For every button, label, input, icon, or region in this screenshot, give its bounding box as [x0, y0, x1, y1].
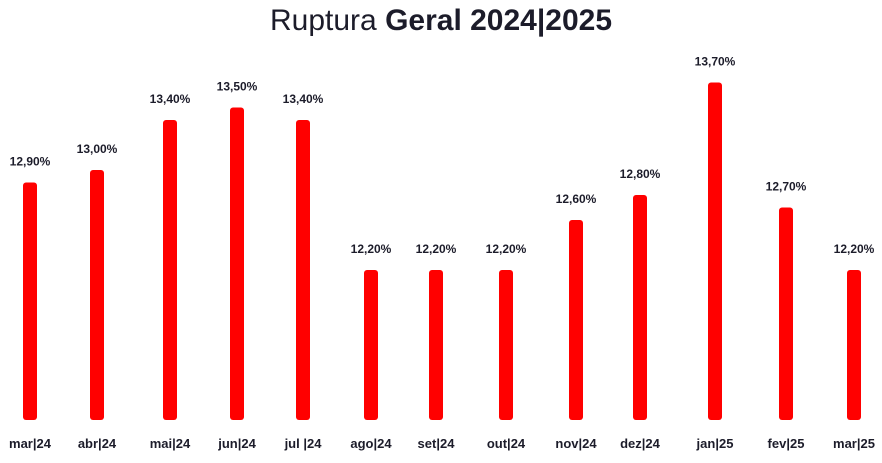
category-label-5: ago|24 [350, 436, 392, 451]
bar-3 [230, 107, 244, 420]
value-label-6: 12,20% [416, 242, 457, 256]
category-label-6: set|24 [418, 436, 456, 451]
category-label-10: jan|25 [696, 436, 734, 451]
category-label-4: jul |24 [284, 436, 323, 451]
bar-0 [23, 182, 37, 420]
value-label-10: 13,70% [695, 55, 736, 69]
value-label-2: 13,40% [150, 92, 191, 106]
bar-4 [296, 120, 310, 420]
category-label-2: mai|24 [150, 436, 191, 451]
bar-2 [163, 120, 177, 420]
value-label-0: 12,90% [10, 155, 51, 169]
bar-7 [499, 270, 513, 420]
category-label-1: abr|24 [78, 436, 117, 451]
chart-title-bold: Geral 2024|2025 [385, 4, 612, 37]
category-labels-group: mar|24 abr|24 mai|24 jun|24 jul |24 ago|24 set… [9, 436, 875, 451]
value-label-7: 12,20% [486, 242, 527, 256]
value-label-12: 12,20% [834, 242, 875, 256]
chart-title-light: Ruptura [270, 4, 385, 37]
bar-6 [429, 270, 443, 420]
value-label-9: 12,80% [620, 167, 661, 181]
value-label-3: 13,50% [217, 80, 258, 94]
category-label-12: mar|25 [833, 436, 875, 451]
value-label-5: 12,20% [351, 242, 392, 256]
value-label-8: 12,60% [556, 192, 597, 206]
category-label-9: dez|24 [620, 436, 661, 451]
category-label-0: mar|24 [9, 436, 52, 451]
bars-group [23, 82, 861, 420]
chart-title: Ruptura Geral 2024|2025 [270, 4, 612, 37]
bar-1 [90, 170, 104, 420]
category-label-11: fev|25 [768, 436, 805, 451]
value-label-1: 13,00% [77, 142, 118, 156]
category-label-7: out|24 [487, 436, 526, 451]
bar-5 [364, 270, 378, 420]
value-label-4: 13,40% [283, 92, 324, 106]
value-labels-group: 12,90% 13,00% 13,40% 13,50% 13,40% 12,20% 12,2… [10, 55, 875, 257]
bar-12 [847, 270, 861, 420]
category-label-3: jun|24 [217, 436, 256, 451]
bar-9 [633, 195, 647, 420]
value-label-11: 12,70% [766, 180, 807, 194]
category-label-8: nov|24 [555, 436, 597, 451]
bar-10 [708, 82, 722, 420]
bar-8 [569, 220, 583, 420]
bar-11 [779, 207, 793, 420]
